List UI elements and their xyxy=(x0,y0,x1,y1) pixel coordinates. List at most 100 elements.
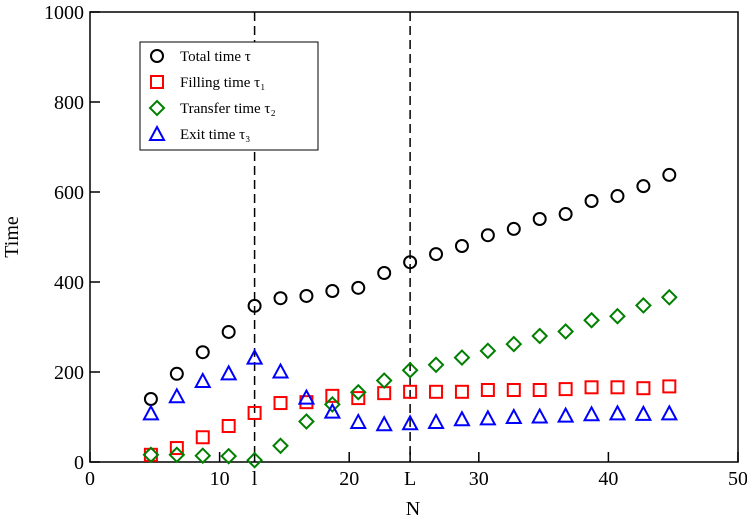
legend-box xyxy=(139,41,319,151)
point xyxy=(582,405,601,422)
point xyxy=(168,387,186,404)
y-tick-label: 400 xyxy=(54,272,84,294)
point xyxy=(609,307,626,325)
point xyxy=(349,383,367,401)
point xyxy=(169,441,184,456)
x-axis-label: N xyxy=(406,498,420,520)
point xyxy=(636,381,651,396)
point xyxy=(660,404,678,421)
point xyxy=(220,447,238,465)
legend-marker xyxy=(150,75,164,89)
point xyxy=(221,419,236,433)
point xyxy=(323,395,341,413)
point xyxy=(558,382,573,397)
point xyxy=(323,402,342,419)
legend-marker xyxy=(148,124,166,141)
y-tick-label: 0 xyxy=(74,452,84,474)
point xyxy=(219,364,238,381)
y-tick-label: 600 xyxy=(54,182,84,204)
point xyxy=(662,379,677,394)
point xyxy=(636,179,651,194)
legend-label: Exit time τ₃ xyxy=(180,127,250,143)
point xyxy=(142,446,160,464)
point xyxy=(583,311,600,329)
point xyxy=(531,407,549,424)
point xyxy=(453,349,471,367)
point xyxy=(246,451,264,469)
point xyxy=(454,239,469,253)
point xyxy=(660,288,678,306)
point xyxy=(375,415,393,432)
point xyxy=(584,194,599,208)
point xyxy=(271,362,290,379)
x-tick-label: L xyxy=(404,468,416,490)
point xyxy=(506,383,521,397)
point xyxy=(532,212,547,226)
point xyxy=(273,396,288,411)
point xyxy=(480,228,495,243)
legend-label: Filling time τ₁ xyxy=(180,75,265,91)
legend-marker xyxy=(148,99,166,117)
point xyxy=(662,167,677,182)
y-axis-label: Time xyxy=(1,216,23,258)
point xyxy=(349,412,367,429)
point xyxy=(634,296,652,314)
x-tick-label: 30 xyxy=(469,468,489,490)
point xyxy=(142,404,160,421)
x-tick-label: l xyxy=(252,468,258,490)
point xyxy=(532,383,547,397)
point xyxy=(221,324,236,339)
point xyxy=(299,288,314,303)
point xyxy=(454,384,469,399)
point xyxy=(351,280,366,295)
point xyxy=(479,409,497,426)
point xyxy=(403,384,418,399)
point xyxy=(401,361,419,379)
point xyxy=(608,404,627,421)
point xyxy=(195,345,210,360)
point xyxy=(453,410,471,427)
point xyxy=(505,335,523,353)
point xyxy=(610,189,625,204)
legend-marker xyxy=(150,49,164,63)
point xyxy=(401,414,419,431)
point xyxy=(531,327,549,345)
point xyxy=(427,412,445,429)
x-tick-label: 20 xyxy=(339,468,359,490)
point xyxy=(403,255,418,270)
point xyxy=(557,323,575,340)
point xyxy=(194,371,212,388)
x-tick-label: 10 xyxy=(210,468,230,490)
point xyxy=(610,380,625,395)
x-tick-label: 40 xyxy=(598,468,618,490)
point xyxy=(325,284,340,298)
point xyxy=(168,446,186,464)
point xyxy=(429,384,444,399)
point xyxy=(247,298,262,313)
point xyxy=(584,380,599,395)
point xyxy=(479,342,497,360)
legend-label: Transfer time τ₂ xyxy=(180,101,276,117)
point xyxy=(427,356,445,374)
point xyxy=(143,392,158,406)
point xyxy=(247,405,262,420)
y-tick-label: 1000 xyxy=(44,2,84,24)
point xyxy=(245,348,264,365)
point xyxy=(272,437,289,455)
point xyxy=(169,366,184,381)
point xyxy=(429,247,444,262)
legend-label: Total time τ xyxy=(180,49,251,65)
point xyxy=(634,404,653,421)
point xyxy=(377,266,392,280)
y-tick-label: 800 xyxy=(54,92,84,114)
point xyxy=(506,221,521,236)
point xyxy=(194,447,212,465)
point xyxy=(351,391,366,406)
point xyxy=(297,388,316,405)
point xyxy=(375,372,393,389)
point xyxy=(273,291,288,306)
point xyxy=(480,383,495,397)
point xyxy=(325,388,340,403)
